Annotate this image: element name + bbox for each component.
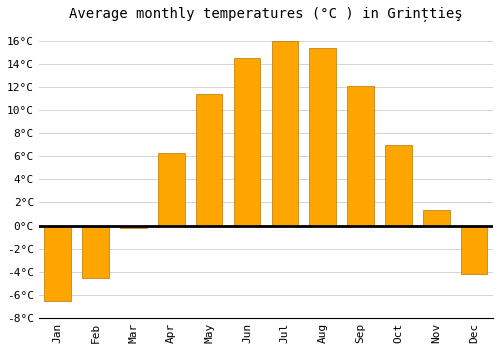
Bar: [196, 94, 222, 225]
Bar: [82, 225, 109, 278]
Bar: [385, 145, 411, 225]
Title: Average monthly temperatures (°C ) in Grințtieş: Average monthly temperatures (°C ) in Gr…: [69, 7, 462, 22]
Bar: [461, 225, 487, 274]
Bar: [44, 225, 71, 301]
Bar: [158, 153, 184, 225]
Bar: [310, 48, 336, 225]
Bar: [272, 41, 298, 225]
Bar: [348, 86, 374, 225]
Bar: [120, 225, 146, 228]
Bar: [234, 58, 260, 225]
Bar: [423, 210, 450, 225]
